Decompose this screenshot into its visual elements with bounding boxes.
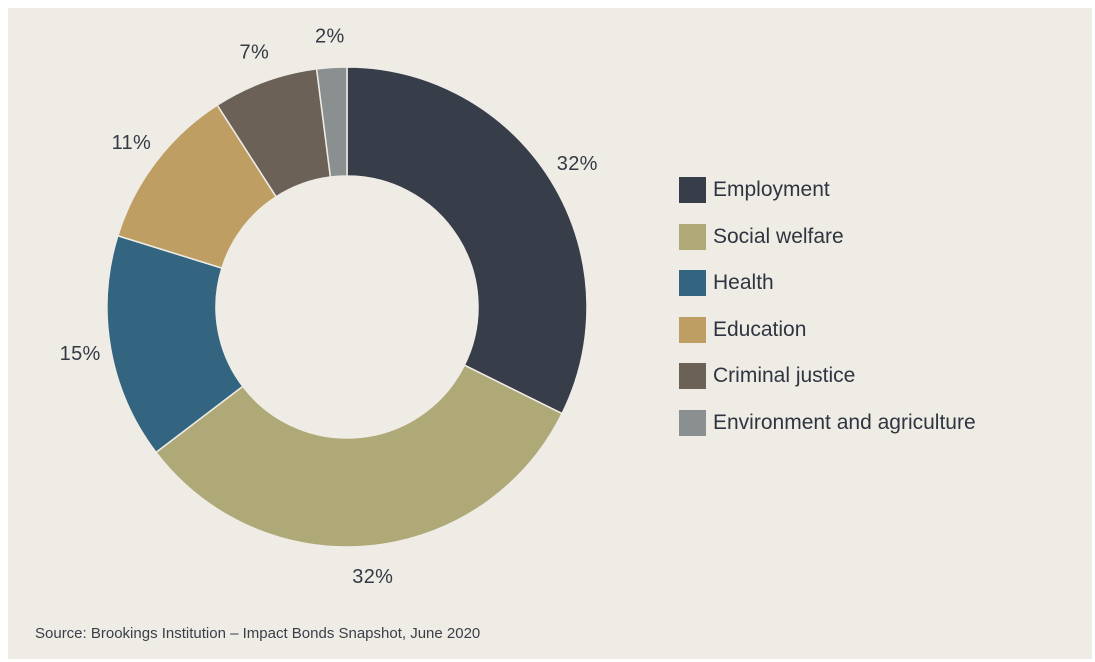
legend-swatch-health	[679, 270, 706, 297]
slice-environment-agriculture	[315, 66, 348, 178]
legend-label-environment-agriculture: Environment and agriculture	[713, 410, 976, 434]
legend-swatch-criminal-justice	[679, 363, 706, 390]
slice-label-health: 15%	[60, 343, 101, 365]
legend-label-education: Education	[713, 317, 807, 341]
slice-label-social-welfare: 32%	[352, 566, 393, 588]
legend-swatch-environment-agriculture	[679, 409, 706, 436]
legend-label-criminal-justice: Criminal justice	[713, 364, 856, 388]
slice-social-welfare	[154, 364, 564, 548]
slice-label-employment: 32%	[557, 153, 598, 175]
legend-swatch-education	[679, 316, 706, 343]
legend-label-social-welfare: Social welfare	[713, 224, 844, 248]
donut-chart: 32% 32% 15% 11% 7% 2%	[60, 26, 598, 588]
legend-label-employment: Employment	[713, 178, 830, 201]
legend-swatch-social-welfare	[679, 223, 706, 250]
slice-employment	[346, 66, 588, 415]
chart-panel: 32% 32% 15% 11% 7% 2% Employment Social welfa…	[8, 8, 1092, 659]
legend-swatch-employment	[679, 177, 706, 203]
slice-label-criminal-justice: 7%	[240, 41, 270, 63]
slice-label-education: 11%	[112, 132, 151, 154]
legend-label-health: Health	[713, 271, 774, 295]
slice-label-environment-agriculture: 2%	[315, 26, 345, 48]
source-note: Source: Brookings Institution – Impact B…	[35, 625, 481, 642]
